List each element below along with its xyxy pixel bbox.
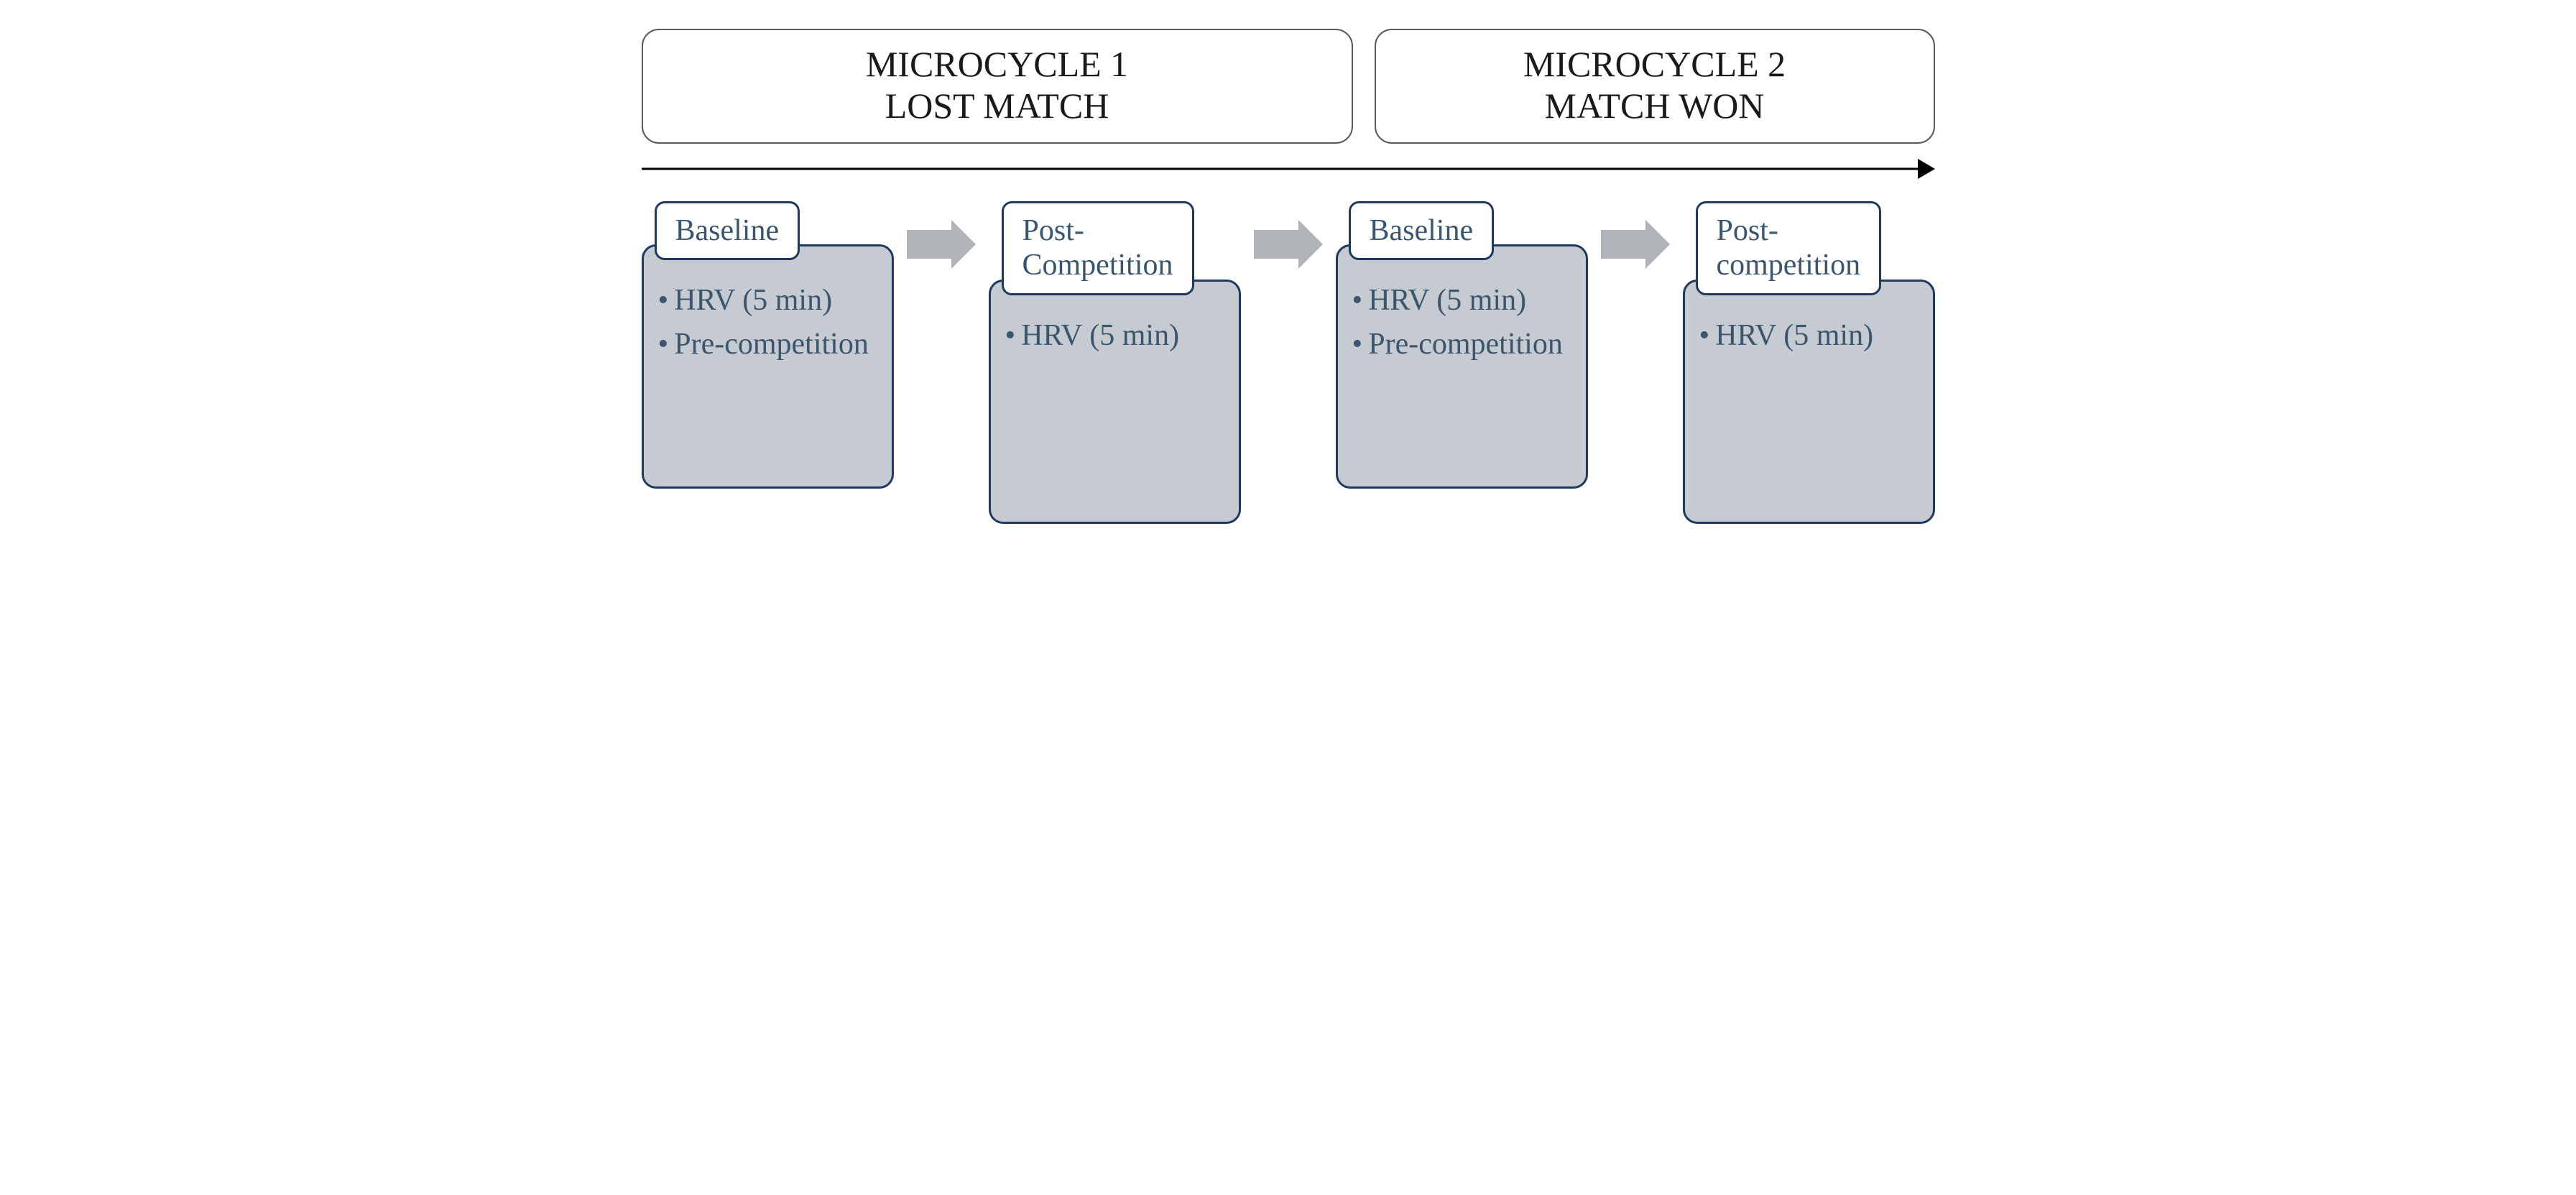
stage-1: Baseline•HRV (5 min)•Pre-competition bbox=[642, 201, 894, 489]
microcycle-header-1: MICROCYCLE 1LOST MATCH bbox=[642, 29, 1353, 144]
bullet-icon: • bbox=[1699, 316, 1710, 356]
flow-arrow-icon bbox=[1601, 220, 1670, 269]
stage-item: •Pre-competition bbox=[1352, 325, 1571, 364]
stage-item: •HRV (5 min) bbox=[658, 281, 877, 320]
stage-item: •HRV (5 min) bbox=[1699, 316, 1919, 356]
timeline-arrowhead bbox=[1918, 159, 1935, 179]
timeline-arrow bbox=[642, 158, 1935, 180]
bullet-icon: • bbox=[1352, 281, 1363, 320]
timeline-line bbox=[642, 168, 1922, 170]
bullet-icon: • bbox=[658, 281, 669, 320]
stage-label: Post- Competition bbox=[1002, 201, 1194, 295]
stage-item-text: HRV (5 min) bbox=[1368, 281, 1526, 320]
microcycle-header-row: MICROCYCLE 1LOST MATCHMICROCYCLE 2MATCH … bbox=[642, 29, 1935, 144]
diagram-root: MICROCYCLE 1LOST MATCHMICROCYCLE 2MATCH … bbox=[642, 29, 1935, 524]
stage-4: Post- competition •HRV (5 min) bbox=[1683, 201, 1935, 524]
stage-item-text: Pre-competition bbox=[674, 325, 869, 364]
stage-item-text: HRV (5 min) bbox=[674, 281, 832, 320]
stage-body: •HRV (5 min) bbox=[989, 280, 1241, 524]
microcycle-subtitle: MATCH WON bbox=[1390, 85, 1919, 126]
stage-body: •HRV (5 min)•Pre-competition bbox=[1336, 244, 1588, 489]
stage-item: •HRV (5 min) bbox=[1352, 281, 1571, 320]
stage-item-text: HRV (5 min) bbox=[1715, 316, 1873, 356]
microcycle-title: MICROCYCLE 2 bbox=[1390, 43, 1919, 85]
flow-arrow-icon bbox=[1254, 220, 1323, 269]
stage-label: Baseline bbox=[655, 201, 800, 260]
stage-item-text: Pre-competition bbox=[1368, 325, 1563, 364]
bullet-icon: • bbox=[1352, 325, 1363, 364]
flow-arrow-icon bbox=[907, 220, 976, 269]
stage-flow-row: Baseline•HRV (5 min)•Pre-competitionPost… bbox=[642, 201, 1935, 524]
stage-label: Post- competition bbox=[1696, 201, 1882, 295]
stage-item: •Pre-competition bbox=[658, 325, 877, 364]
microcycle-header-2: MICROCYCLE 2MATCH WON bbox=[1375, 29, 1935, 144]
bullet-icon: • bbox=[658, 325, 669, 364]
stage-2: Post- Competition •HRV (5 min) bbox=[989, 201, 1241, 524]
stage-3: Baseline•HRV (5 min)•Pre-competition bbox=[1336, 201, 1588, 489]
stage-label: Baseline bbox=[1349, 201, 1495, 260]
microcycle-title: MICROCYCLE 1 bbox=[657, 43, 1337, 85]
microcycle-subtitle: LOST MATCH bbox=[657, 85, 1337, 126]
bullet-icon: • bbox=[1005, 316, 1016, 356]
stage-item-text: HRV (5 min) bbox=[1021, 316, 1179, 356]
stage-body: •HRV (5 min)•Pre-competition bbox=[642, 244, 894, 489]
stage-item: •HRV (5 min) bbox=[1005, 316, 1224, 356]
stage-body: •HRV (5 min) bbox=[1683, 280, 1935, 524]
